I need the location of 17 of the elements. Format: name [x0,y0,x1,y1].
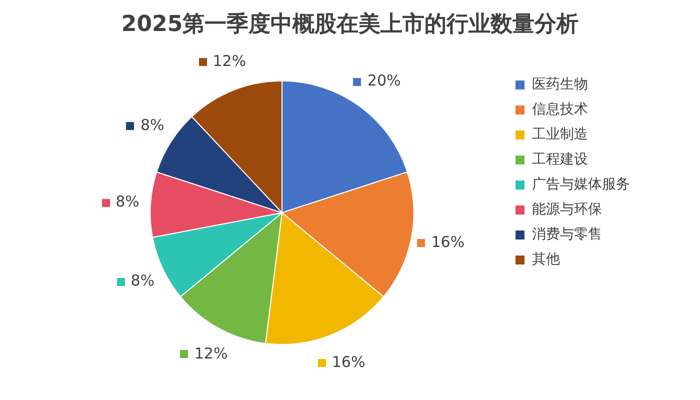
data-label: 8% [130,271,154,290]
legend-label: 信息技术 [532,102,588,118]
data-label: 12% [212,52,246,70]
data-label: 12% [194,344,228,362]
legend-label: 能源与环保 [532,202,602,218]
data-label: 20% [367,72,401,90]
data-label: 16% [431,232,465,251]
data-label: 8% [140,116,164,134]
legend-label: 工业制造 [532,126,588,143]
legend-label: 消费与零售 [532,226,602,243]
legend-label: 广告与媒体服务 [532,176,630,193]
data-label: 8% [116,192,140,210]
legend-label: 其他 [532,252,560,268]
legend-label: 工程建设 [532,152,588,168]
legend-label: 医药生物 [532,76,588,93]
chart-title: 2025第一季度中概股在美上市的行业数量分析 [121,10,579,37]
data-label: 16% [332,353,366,372]
